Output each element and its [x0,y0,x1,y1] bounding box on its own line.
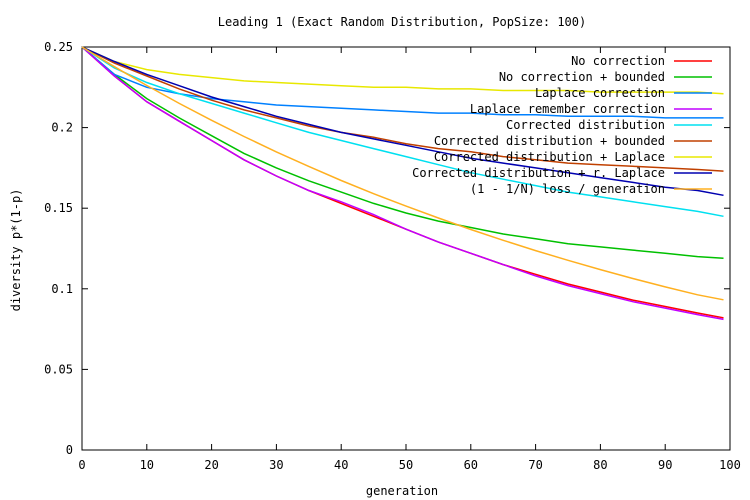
x-tick-label: 90 [658,458,672,472]
legend-label: Laplace remember correction [470,102,665,116]
series-lines [81,46,724,321]
series-line-2 [81,46,724,259]
legend-label: Corrected distribution + r. Laplace [412,166,665,180]
legend-label: No correction + bounded [499,70,665,84]
series-line-3 [81,46,724,119]
x-tick-label: 30 [269,458,283,472]
y-tick-label: 0.15 [44,201,73,215]
y-tick-label: 0 [66,443,73,457]
x-tick-label: 70 [528,458,542,472]
legend-label: (1 - 1/N) loss / generation [470,182,665,196]
x-tick-label: 80 [593,458,607,472]
x-tick-label: 50 [399,458,413,472]
y-axis: 0 0.05 0.1 0.15 0.2 0.25 [44,40,730,457]
chart-title: Leading 1 (Exact Random Distribution, Po… [218,15,586,29]
legend-label: Corrected distribution + Laplace [434,150,665,164]
series-line-4 [81,46,724,321]
series-line-8 [81,46,724,197]
x-tick-label: 0 [78,458,85,472]
x-axis: 0 10 20 30 40 50 60 70 80 90 100 [78,47,741,472]
legend-label: Laplace correction [535,86,665,100]
x-tick-label: 20 [204,458,218,472]
x-tick-label: 60 [464,458,478,472]
x-axis-label: generation [366,484,438,498]
series-line-6 [81,46,724,172]
legend: No correction No correction + bounded Lapl… [412,54,712,196]
legend-label: No correction [571,54,665,68]
y-tick-label: 0.25 [44,40,73,54]
y-tick-label: 0.05 [44,362,73,376]
x-tick-label: 10 [140,458,154,472]
series-line-9 [81,46,724,301]
y-axis-label: diversity p*(1-p) [9,189,23,312]
x-tick-label: 40 [334,458,348,472]
y-tick-label: 0.2 [51,121,73,135]
legend-label: Corrected distribution [506,118,665,132]
legend-label: Corrected distribution + bounded [434,134,665,148]
series-line-7 [81,46,724,95]
y-tick-label: 0.1 [51,282,73,296]
series-line-5 [81,46,724,218]
x-tick-label: 100 [719,458,741,472]
